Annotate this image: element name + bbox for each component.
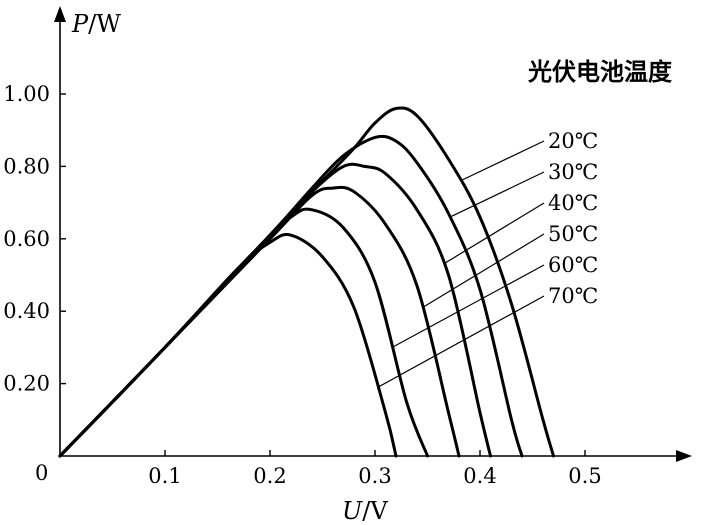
y-tick-label: 1.00 (3, 82, 50, 106)
series-leader-line (422, 233, 545, 309)
y-axis-unit: W (96, 10, 121, 38)
x-tick-label: 0.1 (148, 464, 181, 488)
y-axis-label: P/W (71, 10, 121, 38)
legend-title: 光伏电池温度 (527, 58, 673, 86)
series-leader-line (442, 202, 545, 265)
x-axis-label: U/V (342, 497, 388, 525)
series-label: 70℃ (548, 284, 598, 308)
x-tick-label: 0.5 (568, 464, 601, 488)
series-label: 60℃ (548, 253, 598, 277)
y-axis-arrow (54, 6, 66, 22)
y-tick-label: 0.80 (3, 154, 50, 178)
y-axis-variable: P (71, 10, 89, 38)
y-axis-separator: / (88, 10, 97, 38)
series-curve (58, 233, 398, 458)
y-tick-label: 0.60 (3, 227, 50, 251)
series-leader-line (391, 264, 545, 348)
ticks: 0.1 0.2 0.3 0.4 0.5 0.20 0.40 0.60 0.80 1.00 (3, 82, 601, 488)
series-label: 50℃ (548, 222, 598, 246)
series-curve (58, 162, 492, 458)
series-leader-line (377, 295, 545, 388)
x-axis-arrow (676, 450, 692, 462)
origin-label: 0 (35, 461, 48, 485)
x-tick-label: 0.3 (358, 464, 391, 488)
x-axis-unit: V (369, 497, 388, 525)
x-tick-label: 0.4 (463, 464, 496, 488)
x-axis-variable: U (342, 497, 363, 525)
series-leader-line (460, 140, 545, 182)
x-tick-label: 0.2 (253, 464, 286, 488)
series-label: 20℃ (548, 129, 598, 153)
series-labels: 20℃ 30℃ 40℃ 50℃ 60℃ 70℃ (377, 129, 598, 388)
y-tick-label: 0.20 (3, 372, 50, 396)
series-label: 40℃ (548, 191, 598, 215)
series-curve (58, 185, 461, 458)
series-curves (58, 106, 555, 458)
series-curve (58, 207, 429, 458)
x-axis-separator: / (362, 497, 371, 525)
series-label: 30℃ (548, 160, 598, 184)
series-leader-line (449, 171, 545, 218)
y-tick-label: 0.40 (3, 299, 50, 323)
